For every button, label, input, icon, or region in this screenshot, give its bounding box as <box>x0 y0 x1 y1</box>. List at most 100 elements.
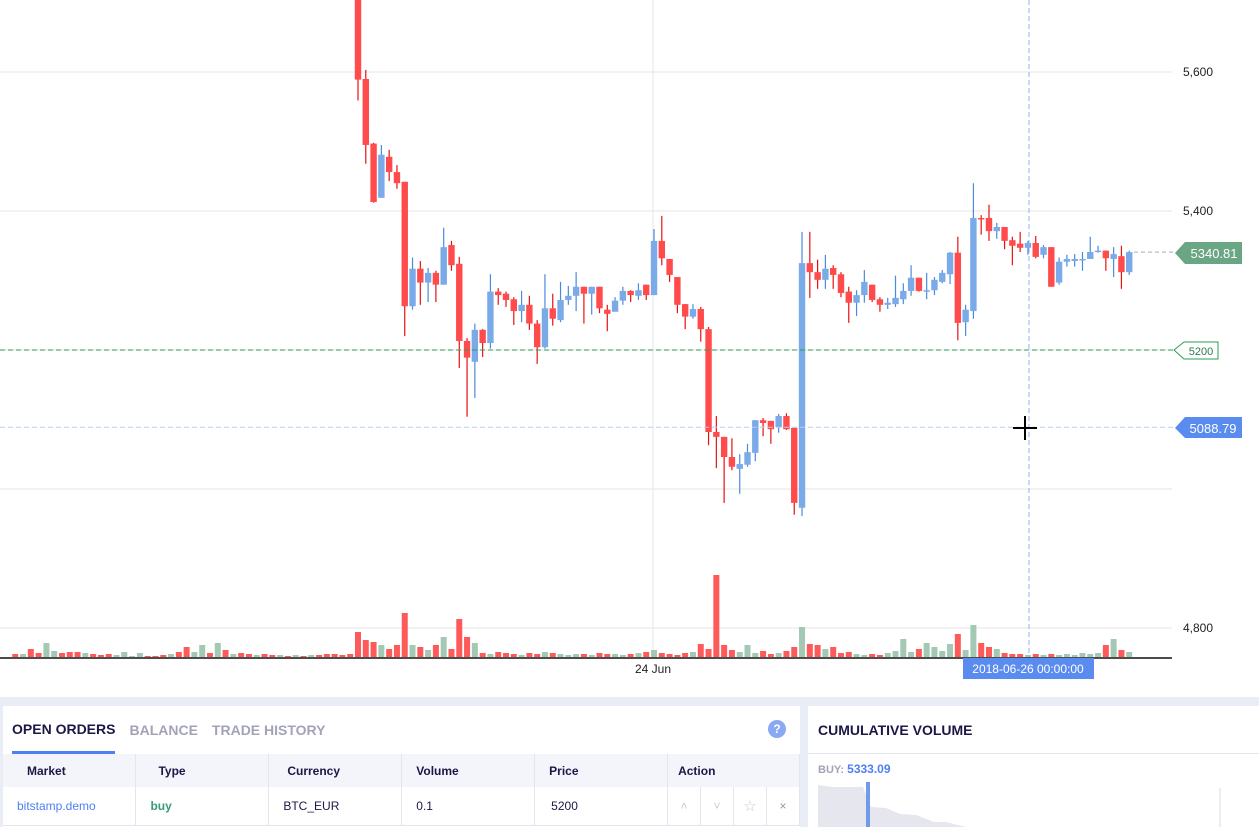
col-price: Price <box>534 754 669 787</box>
candle <box>487 274 494 349</box>
candle <box>1079 252 1086 271</box>
candle <box>471 323 479 398</box>
volume-bar <box>456 619 463 657</box>
candle-body <box>681 304 689 317</box>
tab-trade-history[interactable]: TRADE HISTORY <box>211 722 326 738</box>
candle <box>892 275 899 307</box>
candle-body <box>378 154 385 198</box>
cell-currency: BTC_EUR <box>268 787 403 826</box>
candle <box>463 338 471 417</box>
volume-bar <box>230 654 237 657</box>
bottom-panel: OPEN ORDERS BALANCE TRADE HISTORY ? Mark… <box>0 697 1259 827</box>
volume-bar <box>425 650 432 657</box>
volume-bar <box>316 655 323 657</box>
candle <box>518 290 525 323</box>
candle <box>822 254 829 289</box>
candle-body <box>1040 247 1047 255</box>
volume-bar <box>1102 645 1109 657</box>
volume-bar <box>643 652 650 657</box>
volume-bar <box>721 645 728 657</box>
candle <box>619 286 627 305</box>
candle <box>456 256 463 369</box>
volume-bar <box>549 653 556 657</box>
candle <box>915 277 923 292</box>
candle-body <box>1001 226 1008 241</box>
candle-body <box>915 277 923 291</box>
cancel-order-icon[interactable]: × <box>766 787 801 826</box>
candle-body <box>385 156 393 173</box>
candle <box>1055 257 1063 285</box>
move-down-icon[interactable]: ˅ <box>700 787 734 826</box>
tab-open-orders[interactable]: OPEN ORDERS <box>12 706 116 754</box>
volume-bar <box>43 643 50 657</box>
candle <box>588 286 595 315</box>
help-icon[interactable]: ? <box>768 720 786 738</box>
candle-body <box>1071 258 1078 262</box>
volume-bar <box>1110 639 1117 657</box>
volume-bar <box>409 645 416 657</box>
candle-body <box>1110 254 1117 259</box>
candle-body <box>954 252 962 323</box>
volume-bar <box>401 613 408 657</box>
candle <box>736 454 743 494</box>
volume-bar <box>713 575 720 657</box>
volume-bar <box>58 653 65 657</box>
volume-bar <box>1118 650 1125 657</box>
candle <box>572 272 580 312</box>
volume-bar <box>471 643 478 657</box>
candle-body <box>720 436 728 458</box>
cell-market[interactable]: bitstamp.demo <box>3 787 137 826</box>
volume-bar <box>331 654 338 657</box>
move-up-icon[interactable]: ˄ <box>667 787 702 826</box>
volume-bar <box>993 649 1000 657</box>
volume-bar <box>876 655 883 657</box>
volume-bar <box>806 644 813 657</box>
candle-body <box>1094 250 1102 253</box>
order-price-tag[interactable]: 5200 <box>1173 341 1219 360</box>
candle <box>775 413 782 433</box>
volume-bars <box>12 575 1133 657</box>
candle <box>604 304 611 332</box>
candle-body <box>627 290 634 296</box>
volume-bar <box>393 645 400 657</box>
depth-chart[interactable] <box>808 776 1259 827</box>
candle <box>533 320 541 364</box>
candle <box>806 231 814 298</box>
tab-balance[interactable]: BALANCE <box>129 722 198 738</box>
volume-bar <box>954 634 961 657</box>
candle <box>502 291 510 307</box>
x-tick-24-jun: 24 Jun <box>635 662 671 676</box>
star-icon[interactable]: ☆ <box>733 787 767 826</box>
volume-bar <box>939 651 946 657</box>
candle-body <box>798 263 806 508</box>
candle <box>370 142 377 203</box>
candle <box>978 215 985 235</box>
table-row: bitstamp.demo buy BTC_EUR 0.1 5200 ˄ ˅ ☆… <box>3 787 801 826</box>
volume-bar <box>160 655 167 657</box>
candle <box>580 286 588 324</box>
candle <box>378 144 385 198</box>
candle-body <box>853 295 860 303</box>
candle <box>635 283 642 300</box>
candle <box>814 259 821 289</box>
candle-body <box>978 217 985 220</box>
volume-bar <box>222 650 229 657</box>
volume-bar <box>206 653 213 657</box>
candle <box>1048 247 1055 287</box>
price-chart[interactable]: 24 Jun 5,600 5,400 4,800 5340.81 5200 50… <box>0 0 1259 697</box>
volume-bar <box>689 652 696 657</box>
candle-body <box>946 252 954 275</box>
candle <box>393 165 401 189</box>
candle-body <box>970 217 977 312</box>
candle <box>362 69 369 164</box>
candle <box>728 438 736 471</box>
volume-bar <box>339 655 346 657</box>
cell-price: 5200 <box>534 787 669 826</box>
candle <box>448 240 455 271</box>
candle-body <box>1079 258 1086 261</box>
volume-bar <box>541 652 548 657</box>
candle-body <box>736 463 743 469</box>
candle-body <box>861 281 868 296</box>
volume-bar <box>417 647 424 657</box>
volume-bar <box>386 649 393 657</box>
